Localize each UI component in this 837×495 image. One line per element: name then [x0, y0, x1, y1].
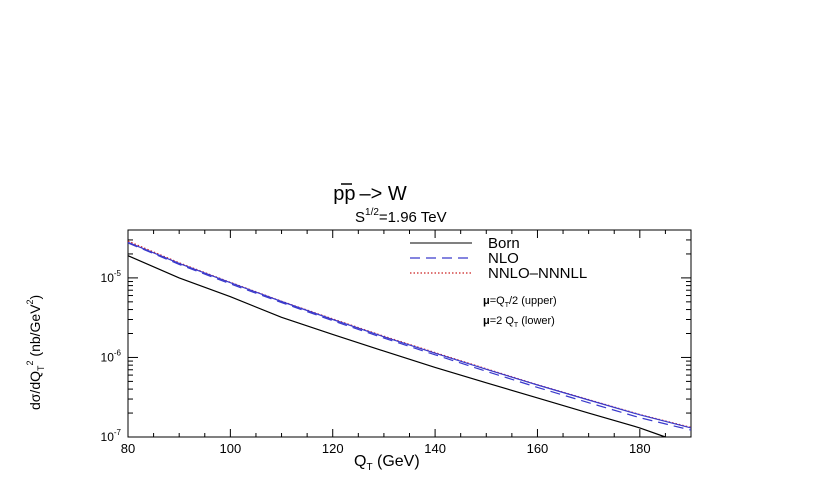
y-axis-label: dσ/dQT2 (nb/GeV2) — [25, 295, 46, 410]
legend-label-nnlo: NNLO–NNNLL — [488, 265, 587, 282]
scale-annotation-lower: μ=2 QT (lower) — [483, 315, 555, 329]
x-tick-label: 100 — [220, 441, 242, 456]
y-tick-label: 10-6 — [101, 348, 122, 364]
x-tick-label: 160 — [527, 441, 549, 456]
x-tick-label: 80 — [121, 441, 135, 456]
chart-title: pp –> W — [333, 183, 407, 205]
plot-frame — [127, 229, 692, 438]
x-axis: 80 100 120 140 160 180 — [121, 230, 692, 456]
legend: Born NLO NNLO–NNNLL — [410, 235, 587, 282]
chart-subtitle: S1/2=1.96 TeV — [355, 207, 447, 226]
x-tick-label: 180 — [629, 441, 651, 456]
x-axis-label: QT (GeV) — [354, 453, 420, 473]
x-tick-label: 120 — [322, 441, 344, 456]
series-line-upper-scale — [127, 241, 692, 429]
series-group — [127, 240, 692, 438]
y-tick-label: 10-7 — [101, 428, 122, 444]
legend-label-nlo: NLO — [488, 250, 519, 267]
series-line-nnlo-nnnll — [127, 240, 692, 428]
series-line-nlo — [127, 242, 692, 431]
x-tick-label: 140 — [424, 441, 446, 456]
series-line-born — [127, 255, 666, 438]
scale-annotation-upper: μ=QT/2 (upper) — [483, 295, 557, 309]
legend-label-born: Born — [488, 235, 520, 252]
y-axis: 10-7 10-6 10-5 — [101, 229, 691, 444]
y-tick-label: 10-5 — [101, 269, 122, 285]
